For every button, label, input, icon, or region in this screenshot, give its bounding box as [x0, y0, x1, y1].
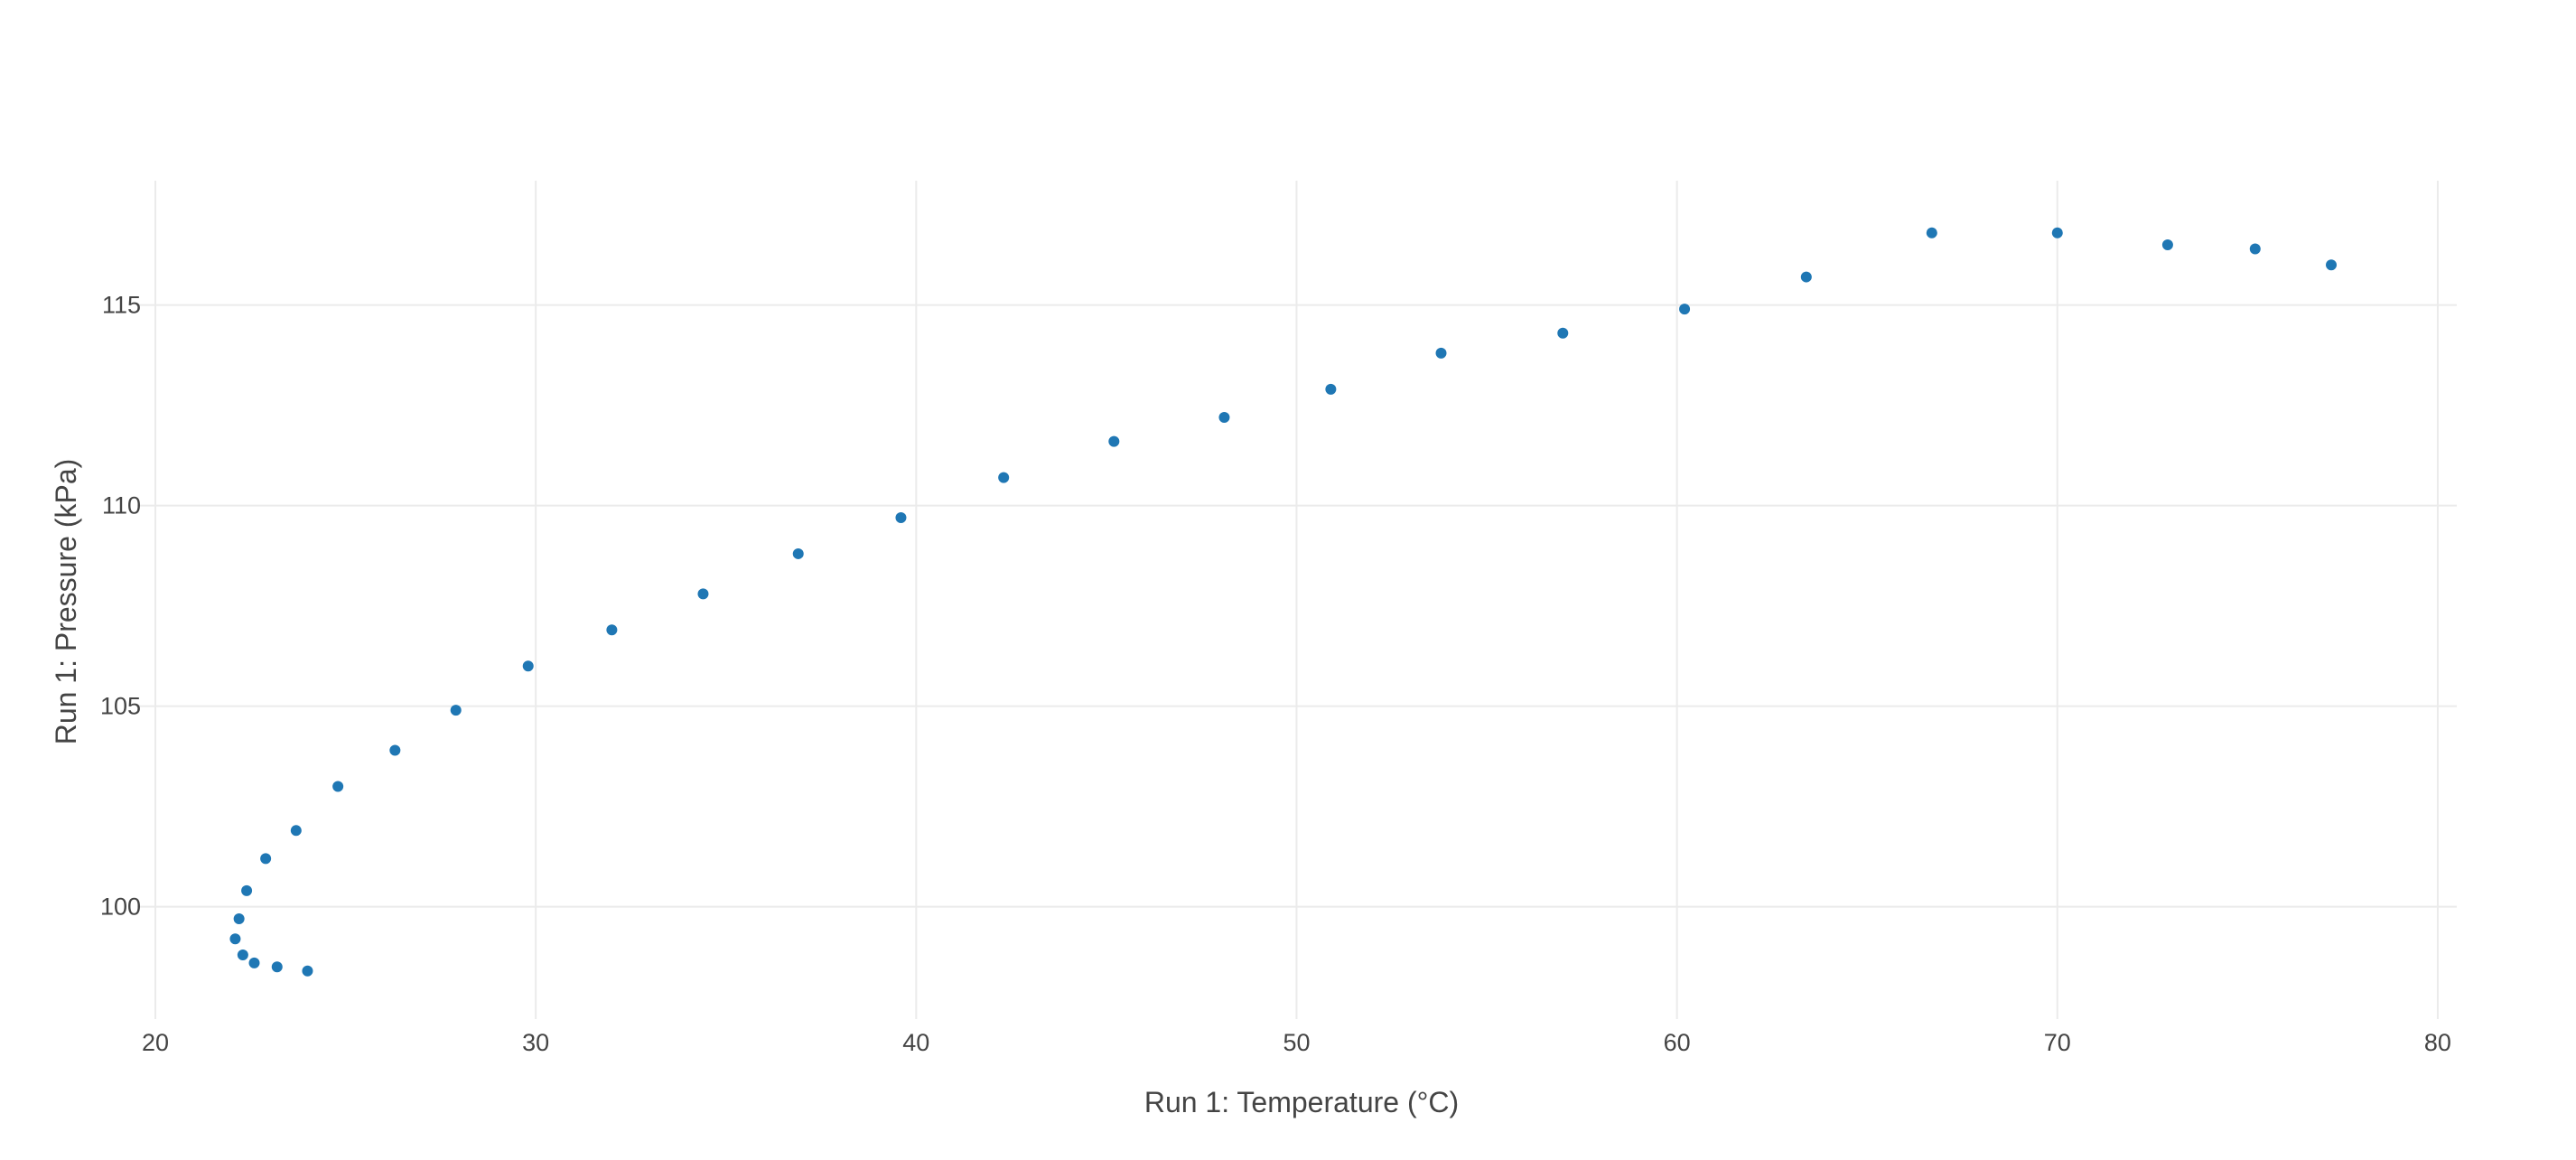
y-tick-labels: 100 105 110 115	[100, 292, 141, 921]
x-tick-labels: 20 30 40 50 60 70 80	[142, 1029, 2451, 1056]
data-point[interactable]	[792, 547, 804, 559]
data-point[interactable]	[389, 744, 401, 756]
data-point[interactable]	[1108, 435, 1120, 447]
y-tick-label-110: 110	[102, 492, 141, 519]
data-point[interactable]	[241, 884, 253, 896]
y-axis-title: Run 1: Pressure (kPa)	[50, 459, 82, 745]
data-point[interactable]	[248, 957, 260, 968]
data-point[interactable]	[260, 853, 272, 865]
y-tick-label-100: 100	[100, 893, 141, 921]
data-point[interactable]	[302, 965, 313, 977]
data-point[interactable]	[1435, 347, 1447, 359]
data-point[interactable]	[522, 660, 534, 672]
x-tick-label-50: 50	[1283, 1029, 1310, 1056]
x-tick-label-30: 30	[522, 1029, 549, 1056]
data-point[interactable]	[2249, 243, 2261, 255]
y-tick-label-115: 115	[102, 292, 141, 319]
data-point[interactable]	[229, 933, 241, 945]
data-point[interactable]	[1218, 411, 1230, 423]
data-point[interactable]	[290, 825, 302, 837]
data-point[interactable]	[998, 472, 1010, 483]
y-tick-label-105: 105	[100, 693, 141, 720]
data-point[interactable]	[1679, 304, 1691, 315]
data-point[interactable]	[606, 624, 618, 636]
data-point[interactable]	[237, 949, 248, 960]
data-point[interactable]	[1926, 227, 1937, 239]
data-point[interactable]	[2051, 227, 2063, 239]
data-point[interactable]	[1557, 327, 1569, 339]
data-point[interactable]	[2161, 239, 2173, 251]
data-point[interactable]	[271, 961, 283, 973]
data-points	[229, 227, 2338, 977]
data-point[interactable]	[1800, 271, 1812, 283]
x-tick-label-60: 60	[1664, 1029, 1691, 1056]
x-tick-label-20: 20	[142, 1029, 169, 1056]
data-point[interactable]	[895, 511, 907, 523]
x-gridlines	[154, 181, 2439, 1019]
data-point[interactable]	[233, 912, 245, 924]
data-point[interactable]	[697, 588, 709, 600]
data-point[interactable]	[1325, 383, 1337, 395]
data-point[interactable]	[450, 705, 462, 716]
data-point[interactable]	[2326, 259, 2338, 271]
x-axis-title: Run 1: Temperature (°C)	[1144, 1086, 1459, 1118]
y-gridlines	[137, 304, 2457, 908]
x-tick-label-70: 70	[2044, 1029, 2071, 1056]
data-point[interactable]	[332, 781, 344, 792]
x-tick-label-40: 40	[902, 1029, 929, 1056]
x-tick-label-80: 80	[2424, 1029, 2451, 1056]
